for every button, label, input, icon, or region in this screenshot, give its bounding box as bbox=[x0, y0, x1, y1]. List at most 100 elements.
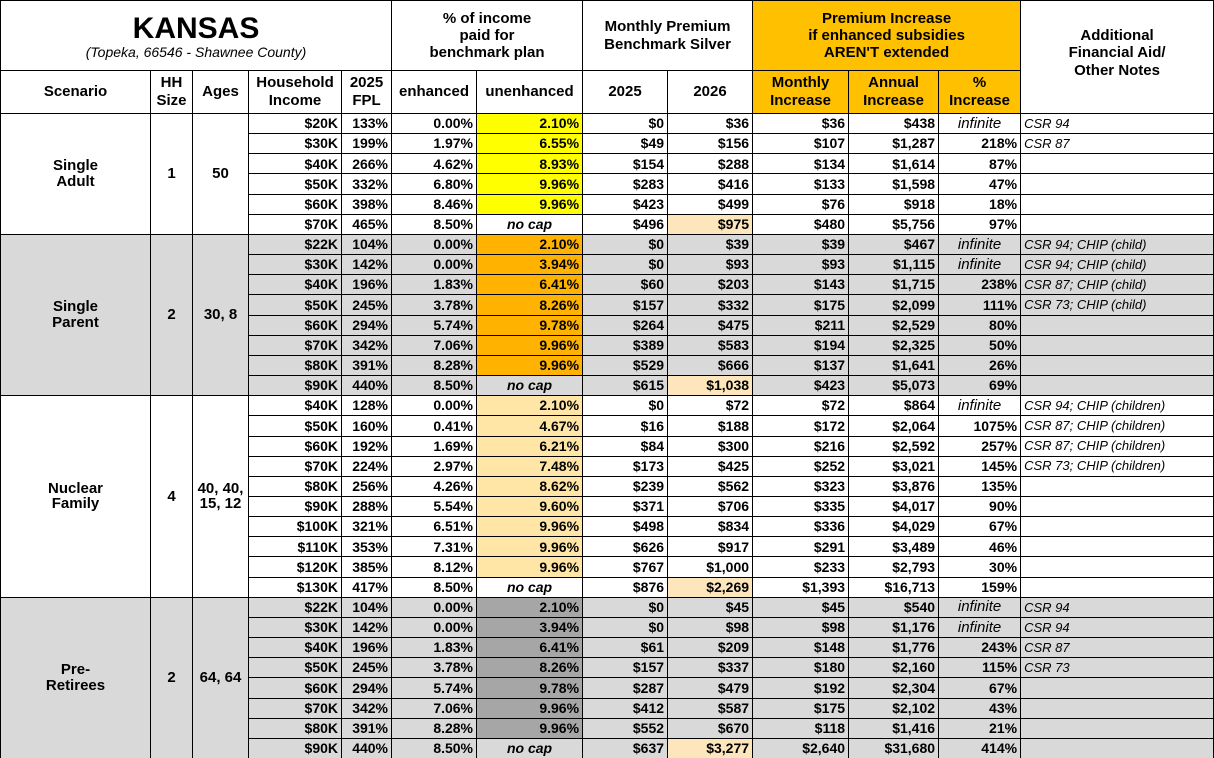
cell: $137 bbox=[752, 354, 850, 377]
cell: 342% bbox=[340, 334, 393, 356]
cell: $30K bbox=[248, 133, 342, 155]
cell: $172 bbox=[752, 415, 850, 437]
ages: 40, 40, 15, 12 bbox=[192, 395, 249, 598]
cell: 159% bbox=[938, 576, 1022, 598]
cell: $107 bbox=[752, 133, 850, 155]
hh-size: 2 bbox=[150, 596, 193, 758]
cell: 245% bbox=[340, 294, 393, 316]
cell: $438 bbox=[848, 112, 940, 135]
cell: 3.78% bbox=[391, 294, 478, 316]
header-line: paid for bbox=[459, 26, 515, 44]
cell: 196% bbox=[340, 637, 393, 659]
cell: 3.78% bbox=[391, 657, 478, 679]
cell: 111% bbox=[938, 294, 1022, 316]
cell: $40K bbox=[248, 153, 342, 175]
cell: 7.31% bbox=[391, 536, 478, 558]
cell: $2,102 bbox=[848, 697, 940, 719]
cell: $529 bbox=[582, 354, 669, 377]
cell: $371 bbox=[582, 495, 669, 518]
cell: 142% bbox=[340, 254, 393, 276]
cell: no cap bbox=[476, 375, 584, 397]
data-row: $50K 160% 0.41% 4.67% $16 $188 $172 $2,064 1075%… bbox=[1, 415, 1214, 437]
cell: $70K bbox=[248, 334, 342, 356]
cell: $60K bbox=[248, 314, 342, 336]
cell: $154 bbox=[582, 153, 669, 175]
cell: $1,715 bbox=[848, 274, 940, 296]
cell: 2.10% bbox=[476, 112, 584, 135]
cell: 160% bbox=[340, 415, 393, 437]
cell: $3,876 bbox=[848, 475, 940, 497]
cell: $2,640 bbox=[752, 737, 850, 758]
cell: $80K bbox=[248, 354, 342, 377]
cell: 238% bbox=[938, 274, 1022, 296]
cell: $156 bbox=[667, 133, 754, 155]
cell: $552 bbox=[582, 717, 669, 739]
cell: $40K bbox=[248, 395, 342, 417]
scenario: Single Parent bbox=[0, 233, 151, 397]
cell: $60K bbox=[248, 677, 342, 699]
data-row: $30K 142% 0.00% 3.94% $0 $98 $98 $1,176 infinite… bbox=[1, 616, 1214, 639]
cell: $61 bbox=[582, 637, 669, 659]
data-row: $70K 465% 8.50% no cap $496 $975 $480 $5,756 97% bbox=[1, 213, 1214, 235]
column-header: % Increase bbox=[938, 70, 1022, 114]
cell: $70K bbox=[248, 213, 342, 235]
cell: 6.41% bbox=[476, 637, 584, 659]
cell: $1,641 bbox=[848, 354, 940, 377]
notes: CSR 73 bbox=[1020, 657, 1214, 679]
cell: $45 bbox=[752, 596, 850, 618]
cell: $31,680 bbox=[848, 737, 940, 758]
notes: CSR 73; CHIP (child) bbox=[1020, 294, 1214, 316]
cell: $3,277 bbox=[667, 737, 754, 758]
cell: 7.06% bbox=[391, 697, 478, 719]
cell: 9.96% bbox=[476, 354, 584, 377]
data-row: $60K 398% 8.46% 9.96% $423 $499 $76 $918 18% bbox=[1, 193, 1214, 215]
notes: CSR 73; CHIP (children) bbox=[1020, 455, 1214, 477]
cell: 50% bbox=[938, 334, 1022, 356]
cell: $300 bbox=[667, 435, 754, 457]
cell: $70K bbox=[248, 697, 342, 719]
ages: 30, 8 bbox=[192, 233, 249, 397]
cell: 9.78% bbox=[476, 314, 584, 336]
cell: $98 bbox=[667, 616, 754, 639]
header-line: Benchmark Silver bbox=[604, 35, 731, 53]
cell: $203 bbox=[667, 274, 754, 296]
cell: 1.97% bbox=[391, 133, 478, 155]
cell: 1075% bbox=[938, 415, 1022, 437]
cell: $2,099 bbox=[848, 294, 940, 316]
scenario: Single Adult bbox=[0, 113, 151, 235]
cell: $876 bbox=[582, 576, 669, 598]
cell: 21% bbox=[938, 717, 1022, 739]
cell: 4.67% bbox=[476, 415, 584, 437]
notes bbox=[1020, 354, 1214, 377]
cell: 8.28% bbox=[391, 717, 478, 739]
cell: $412 bbox=[582, 697, 669, 719]
cell: $118 bbox=[752, 717, 850, 739]
cell: $100K bbox=[248, 516, 342, 538]
cell: 0.41% bbox=[391, 415, 478, 437]
cell: 43% bbox=[938, 697, 1022, 719]
cell: $211 bbox=[752, 314, 850, 336]
cell: $194 bbox=[752, 334, 850, 356]
column-header: Household Income bbox=[248, 70, 342, 114]
cell: 2.10% bbox=[476, 596, 584, 618]
cell: $288 bbox=[667, 153, 754, 175]
cell: $40K bbox=[248, 274, 342, 296]
cell: 30% bbox=[938, 556, 1022, 578]
cell: infinite bbox=[938, 395, 1022, 417]
cell: 256% bbox=[340, 475, 393, 497]
notes bbox=[1020, 556, 1214, 578]
column-header: HH Size bbox=[150, 70, 193, 114]
data-row: $70K 342% 7.06% 9.96% $412 $587 $175 $2,102 43% bbox=[1, 697, 1214, 719]
notes bbox=[1020, 153, 1214, 175]
cell: $1,115 bbox=[848, 254, 940, 276]
cell: 0.00% bbox=[391, 233, 478, 256]
cell: 8.26% bbox=[476, 294, 584, 316]
cell: $175 bbox=[752, 697, 850, 719]
column-header: enhanced bbox=[391, 70, 478, 114]
cell: 0.00% bbox=[391, 616, 478, 639]
header-line: benchmark plan bbox=[429, 44, 545, 62]
cell: 8.26% bbox=[476, 657, 584, 679]
cell: 87% bbox=[938, 153, 1022, 175]
cell: $416 bbox=[667, 173, 754, 195]
cell: $336 bbox=[752, 516, 850, 538]
